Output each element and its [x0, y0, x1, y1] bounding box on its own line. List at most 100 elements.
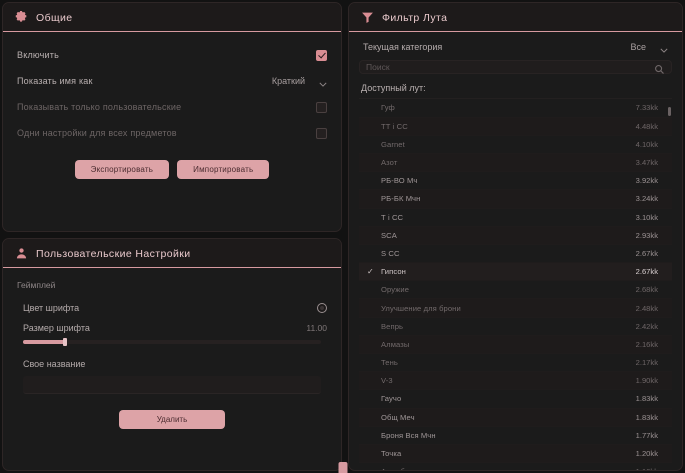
- loot-row[interactable]: Оружие 2.68kk: [359, 281, 672, 300]
- loot-item-value: 2.67kk: [635, 267, 658, 277]
- available-loot-label: Доступный лут:: [361, 83, 426, 94]
- loot-item-value: 2.67kk: [635, 248, 658, 258]
- name-display-value: Краткий: [271, 76, 305, 86]
- setting-row-enable[interactable]: Включить: [17, 42, 327, 68]
- user-panel-header: Пользовательские Настройки: [3, 239, 341, 268]
- funnel-icon: [361, 11, 374, 24]
- loot-item-name: Гаучо: [381, 394, 402, 404]
- loot-item-name: S СС: [381, 248, 400, 258]
- loot-filter-body: Текущая категория Все Поиск Доступ: [349, 32, 682, 470]
- loot-row[interactable]: Garnet 4.10kk: [359, 136, 672, 154]
- category-value: Все: [630, 42, 646, 52]
- loot-item-name: V-3: [381, 376, 393, 386]
- font-size-value: 11.00: [306, 323, 327, 333]
- loot-row[interactable]: Гаучо 1.83kk: [359, 390, 672, 409]
- user-settings-panel: Пользовательские Настройки Геймплей Цвет…: [2, 238, 342, 471]
- loot-row[interactable]: S СС 2.67kk: [359, 245, 672, 264]
- loot-row[interactable]: Анк обш1.16kk: [359, 463, 672, 470]
- setting-row-only-custom[interactable]: Показывать только пользовательские: [17, 94, 327, 120]
- loot-item-value: 3.10kk: [635, 212, 658, 222]
- loot-list-scrollbar[interactable]: [668, 99, 671, 470]
- category-label: Текущая категория: [363, 42, 443, 52]
- font-size-row: Размер шрифта 11.00: [17, 318, 327, 338]
- loot-row[interactable]: Азот 3.47kk: [359, 153, 672, 173]
- loot-row[interactable]: Броня Вся Мчн 1.77kk: [359, 427, 672, 445]
- shared-settings-label: Одни настройки для всех предметов: [17, 128, 177, 138]
- loot-row[interactable]: РБ-ВО Мч 3.92kk: [359, 172, 672, 191]
- loot-list[interactable]: Гуф 7.33kk ТТ і СС 4.48kk Garnet 4.10kk Азот 3.…: [359, 98, 672, 470]
- loot-item-name: Гипсон: [381, 267, 406, 277]
- setting-row-shared-settings[interactable]: Одни настройки для всех предметов: [17, 120, 327, 146]
- loot-row[interactable]: Гуф 7.33kk: [359, 99, 672, 118]
- export-button[interactable]: Экспортировать: [74, 160, 170, 179]
- setting-row-name-display[interactable]: Показать имя как Краткий: [17, 68, 327, 94]
- import-button[interactable]: Импортировать: [177, 160, 270, 179]
- loot-item-name: Гуф: [381, 103, 395, 113]
- delete-button[interactable]: Удалить: [118, 410, 226, 429]
- loot-item-value: 3.24kk: [635, 194, 658, 204]
- delete-button-row: Удалить: [17, 410, 327, 429]
- font-color-label: Цвет шрифта: [23, 303, 80, 313]
- loot-row[interactable]: V-3 1.90kk: [359, 372, 672, 391]
- only-custom-checkbox[interactable]: [316, 101, 327, 113]
- category-row[interactable]: Текущая категория Все: [359, 40, 672, 60]
- loot-item-value: 1.83kk: [635, 412, 658, 422]
- general-panel-body: Включить Показать имя как Краткий Показы…: [3, 32, 341, 231]
- gear-icon: [15, 11, 28, 24]
- name-display-select[interactable]: Краткий: [271, 76, 327, 87]
- custom-name-row: Свое название: [17, 354, 327, 374]
- loot-item-name: Анк обш: [377, 467, 636, 470]
- chevron-down-icon: [660, 45, 668, 53]
- loot-filter-title: Фильтр Лута: [382, 11, 448, 24]
- search-field[interactable]: Поиск: [359, 60, 672, 75]
- loot-item-name: Оружие: [381, 285, 410, 295]
- loot-row[interactable]: РБ-БК Мчн 3.24kk: [359, 190, 672, 209]
- loot-row[interactable]: ТТ і СС 4.48kk: [359, 117, 672, 136]
- resize-handle[interactable]: [338, 462, 347, 473]
- font-color-row[interactable]: Цвет шрифта: [17, 298, 327, 318]
- loot-item-value: 1.77kk: [635, 430, 658, 440]
- color-picker-icon[interactable]: [317, 303, 327, 313]
- loot-list-scrollbar-thumb[interactable]: [668, 106, 671, 116]
- general-panel-header: Общие: [3, 3, 341, 32]
- loot-item-name: Алмазы: [381, 339, 410, 349]
- loot-row[interactable]: Вепрь 2.42kk: [359, 318, 672, 336]
- font-size-slider-knob[interactable]: [62, 338, 67, 346]
- category-select[interactable]: Все: [630, 42, 668, 53]
- loot-row[interactable]: ✓ Гипсон 2.67kk: [359, 263, 672, 282]
- user-settings-icon: [15, 247, 28, 260]
- loot-item-value: 4.10kk: [635, 139, 658, 149]
- loot-item-value: 2.17kk: [635, 358, 658, 368]
- font-size-slider-fill: [23, 340, 65, 344]
- check-icon[interactable]: ✓: [367, 266, 374, 276]
- loot-item-name: Garnet: [381, 139, 405, 149]
- loot-row[interactable]: Алмазы 2.16kk: [359, 335, 672, 354]
- loot-row[interactable]: Точка 1.20kk: [359, 444, 672, 464]
- loot-row[interactable]: Тень 2.17kk: [359, 354, 672, 373]
- search-icon[interactable]: [654, 62, 665, 74]
- loot-row[interactable]: Т і СС 3.10kk: [359, 209, 672, 227]
- font-size-label: Размер шрифта: [23, 323, 90, 333]
- loot-item-name: Общ Меч: [381, 412, 415, 422]
- custom-name-input[interactable]: [23, 376, 321, 394]
- loot-item-value: 2.42kk: [635, 321, 658, 331]
- loot-item-name: Вепрь: [381, 321, 404, 331]
- enable-checkbox[interactable]: [316, 49, 327, 61]
- loot-item-value: 3.47kk: [635, 158, 658, 168]
- loot-row[interactable]: Общ Меч 1.83kk: [359, 408, 672, 427]
- font-size-slider[interactable]: [23, 338, 321, 346]
- loot-row[interactable]: Улучшение для брони 2.48kk: [359, 299, 672, 318]
- enable-label: Включить: [17, 50, 59, 60]
- loot-row[interactable]: SCA 2.93kk: [359, 226, 672, 245]
- only-custom-label: Показывать только пользовательские: [17, 102, 182, 112]
- loot-item-value: 2.16kk: [635, 339, 658, 349]
- shared-settings-checkbox[interactable]: [316, 127, 327, 139]
- chevron-down-icon: [319, 79, 327, 87]
- loot-item-name: Улучшение для брони: [381, 303, 461, 313]
- loot-item-value: 1.20kk: [635, 449, 658, 459]
- custom-name-label: Свое название: [23, 359, 86, 369]
- loot-item-name: Т і СС: [381, 212, 404, 222]
- left-column: Общие Включить Показать имя как Краткий: [2, 2, 342, 471]
- loot-item-value: 3.92kk: [635, 176, 658, 186]
